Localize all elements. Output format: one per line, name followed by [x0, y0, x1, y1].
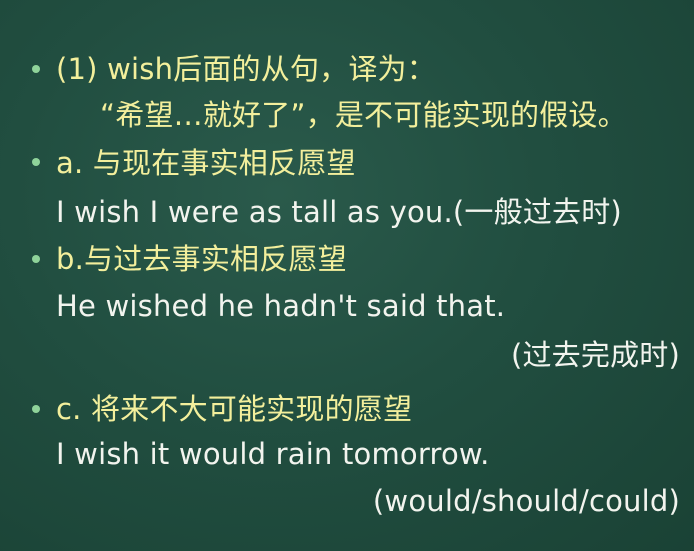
- case-c-example: I wish it would rain tomorrow.: [56, 437, 490, 471]
- case-a-heading: a. 与现在事实相反愿望: [56, 146, 356, 180]
- bullet-dot-2: [32, 158, 40, 166]
- case-c-modal-note: (would/should/could): [372, 484, 680, 518]
- bullet-dot-3: [32, 255, 40, 263]
- rule-1-translation: “希望…就好了”，是不可能实现的假设。: [100, 98, 627, 132]
- bullet-dot-1: [32, 65, 40, 73]
- case-a-example: I wish I were as tall as you.(一般过去时): [56, 195, 622, 229]
- case-b-tense-note: (过去完成时): [510, 338, 680, 372]
- case-c-heading: c. 将来不大可能实现的愿望: [56, 392, 413, 426]
- case-b-example: He wished he hadn't said that.: [56, 289, 506, 323]
- rule-1-heading: (1) wish后面的从句，译为：: [56, 52, 436, 86]
- bullet-dot-4: [32, 405, 40, 413]
- case-b-heading: b.与过去事实相反愿望: [56, 242, 347, 276]
